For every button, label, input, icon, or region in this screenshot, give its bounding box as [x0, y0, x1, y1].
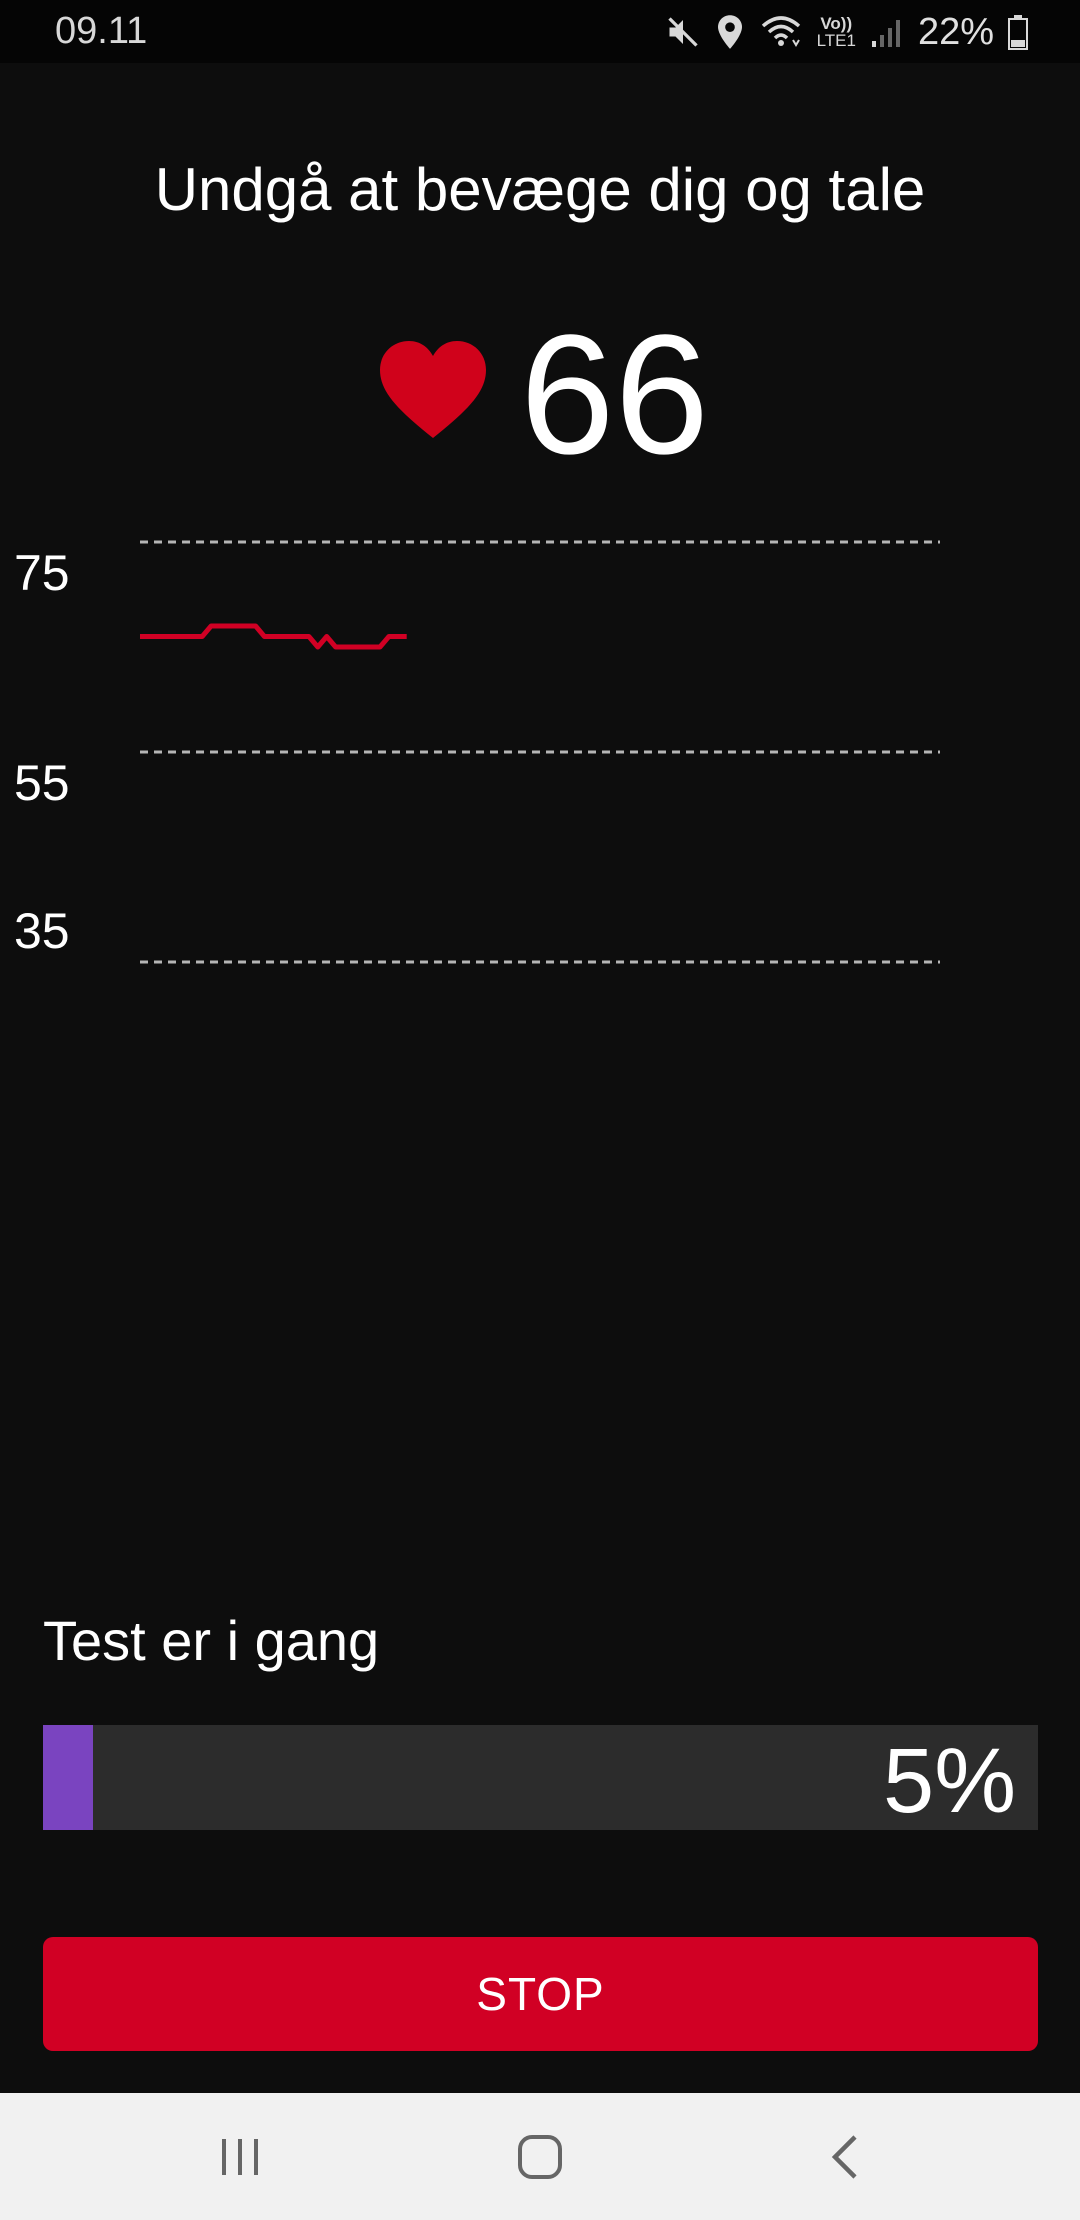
y-tick-label: 55	[14, 755, 70, 811]
status-icons: Vo)) LTE1 22%	[665, 8, 1028, 56]
progress-percent: 5%	[883, 1730, 1016, 1832]
recent-apps-icon	[222, 2138, 258, 2175]
y-tick-label: 35	[14, 903, 70, 959]
status-time: 09.11	[55, 10, 148, 52]
stop-button[interactable]: STOP	[43, 1937, 1038, 2051]
signal-icon	[871, 20, 900, 47]
home-button[interactable]	[440, 2093, 640, 2220]
volte-label-bottom: LTE1	[816, 31, 856, 50]
status-bar: 09.11 Vo)) LTE1 22%	[0, 0, 1080, 63]
heart-rate-display: 66	[0, 300, 1080, 480]
volte-icon: Vo)) LTE1	[817, 15, 856, 49]
test-status-label: Test er i gang	[43, 1609, 380, 1672]
progress-bar: 5%	[43, 1725, 1038, 1830]
back-button[interactable]	[745, 2093, 945, 2220]
navigation-bar	[0, 2093, 1080, 2220]
heart-rate-series-line	[140, 623, 407, 650]
back-icon	[831, 2134, 857, 2179]
volte-label-top: Vo))	[820, 14, 853, 33]
heart-icon	[380, 341, 486, 438]
progress-fill	[43, 1725, 93, 1830]
heart-rate-chart: 75 55 35	[14, 540, 940, 964]
y-tick-label: 75	[14, 545, 70, 601]
recent-apps-button[interactable]	[140, 2093, 340, 2220]
heart-rate-value: 66	[520, 300, 710, 490]
wifi-icon	[761, 16, 800, 47]
battery-icon	[1008, 15, 1028, 50]
mute-icon	[667, 17, 698, 47]
location-icon	[717, 15, 742, 49]
battery-percent: 22%	[917, 10, 994, 53]
home-icon	[518, 2134, 562, 2179]
instruction-text: Undgå at bevæge dig og tale	[154, 156, 926, 223]
